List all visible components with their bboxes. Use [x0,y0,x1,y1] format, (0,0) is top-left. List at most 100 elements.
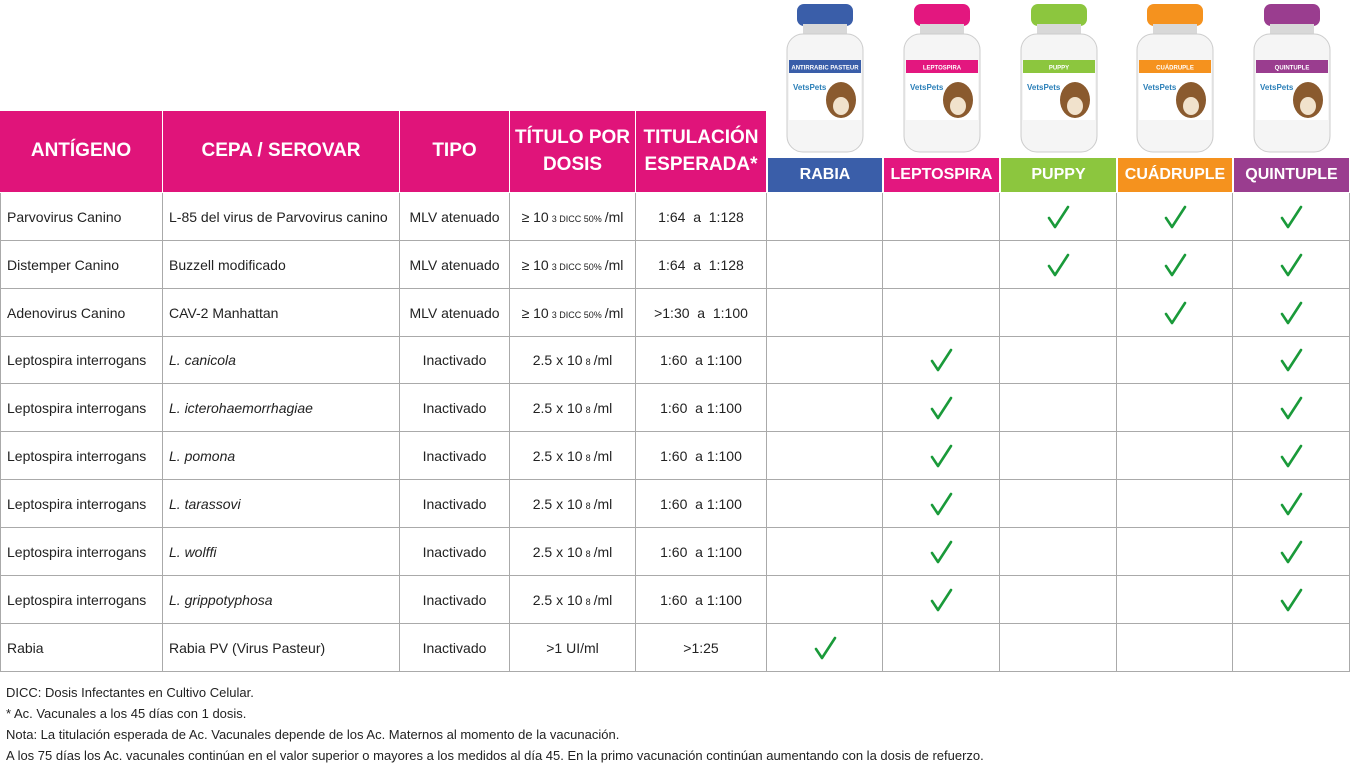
table-cell: Leptospira interrogans [0,432,163,480]
check-mark [930,540,953,563]
check-mark [1280,253,1303,276]
check-stroke [1280,492,1303,515]
header-cell: TITULACIÓN ESPERADA* [636,111,767,193]
table-cell: Parvovirus Canino [0,193,163,241]
table-cell: 2.5 x 10 8/ml [510,384,636,432]
table-cell [883,432,1000,480]
check-mark [1280,444,1303,467]
table-cell: Buzzell modificado [163,241,400,289]
table-cell: L-85 del virus de Parvovirus canino [163,193,400,241]
vial-neck [1036,24,1081,36]
check-stroke [1280,540,1303,563]
titulo-part: /ml [593,543,613,560]
table-cell [1117,289,1233,337]
table-cell [1233,432,1350,480]
vial-cap [797,4,853,26]
vial-label-text: LEPTOSPIRA [922,66,961,72]
check-stroke [1047,205,1070,228]
check-mark [1047,253,1070,276]
table-cell [1233,384,1350,432]
table-cell [1233,528,1350,576]
table-cell: Rabia PV (Virus Pasteur) [163,624,400,672]
check-mark [814,636,836,659]
table-cell [1233,289,1350,337]
titulo-part: /ml [593,447,613,464]
vial-brand: VetsPets [1260,83,1294,92]
check-stroke [1280,396,1303,419]
vial-pet [1183,97,1199,115]
table-cell [767,432,883,480]
check-stroke [930,396,953,419]
note: * Ac. Vacunales a los 45 días con 1 dosi… [6,706,247,721]
table-cell [1117,384,1233,432]
table-cell [767,480,883,528]
vial-band [1255,60,1328,73]
table-cell: 1:60 a 1:100 [636,337,767,384]
table-cell: Inactivado [400,384,510,432]
titulo-part: /ml [604,256,624,273]
titulo-part: /ml [593,495,613,512]
table-cell [1000,624,1117,672]
table-cell [767,337,883,384]
table-cell [883,624,1000,672]
table-cell: Leptospira interrogans [0,576,163,624]
vial-neck [919,24,964,36]
titulo-part: /ml [604,208,624,225]
table-cell [883,337,1000,384]
titulo-part: 2.5 x 10 [532,591,583,608]
vial-pet [949,97,966,115]
check-stroke [930,348,953,372]
vial-pet [1299,97,1316,115]
check-mark [930,396,953,419]
check-mark [1280,205,1303,228]
table-cell: ≥ 10 3 DICC 50%/ml [510,193,636,241]
table-cell: L. canicola [163,337,400,384]
vial-neck [803,24,847,36]
titulo-part: ≥ 10 [521,304,549,321]
table-cell: 2.5 x 10 8/ml [510,480,636,528]
table-cell: 2.5 x 10 8/ml [510,576,636,624]
titulo-part: 8 [585,357,591,367]
check-mark [930,492,953,515]
check-mark [1047,205,1070,228]
titulo-part: 3 DICC 50% [551,213,602,224]
check-stroke [1280,588,1303,611]
table-cell: MLV atenuado [400,289,510,337]
table-cell: 1:60 a 1:100 [636,576,767,624]
table-cell: L. wolffi [163,528,400,576]
table-cell: ≥ 10 3 DICC 50%/ml [510,289,636,337]
table-cell: >1:30 a 1:100 [636,289,767,337]
titulo-part: /ml [593,591,613,608]
vial-cap [913,4,970,26]
table-cell: L. grippotyphosa [163,576,400,624]
vial-label-text: QUINTUPLE [1274,66,1309,72]
table-cell [767,624,883,672]
check-mark [1164,301,1186,324]
table-cell [1117,576,1233,624]
table-cell: >1 UI/ml [510,624,636,672]
table-cell: Inactivado [400,337,510,384]
table-cell: Inactivado [400,624,510,672]
table-cell: Inactivado [400,432,510,480]
table-cell: 1:60 a 1:100 [636,384,767,432]
check-mark [1280,301,1303,324]
table-cell [883,384,1000,432]
table-cell [1000,384,1117,432]
table-cell: Inactivado [400,576,510,624]
table-cell: Inactivado [400,528,510,576]
titulo-part: ≥ 10 [521,256,549,273]
table-cell: Inactivado [400,480,510,528]
check-mark [1164,253,1186,276]
table-cell: MLV atenuado [400,193,510,241]
check-stroke [1280,301,1303,324]
product-header: RABIA [767,157,883,193]
table-cell [1000,337,1117,384]
table-cell: Leptospira interrogans [0,480,163,528]
table-cell [1117,528,1233,576]
check-stroke [930,540,953,563]
table-cell: 1:64 a 1:128 [636,193,767,241]
table-cell [1000,480,1117,528]
check-stroke [1280,205,1303,228]
table-cell [883,528,1000,576]
vial-cap [1147,4,1203,26]
